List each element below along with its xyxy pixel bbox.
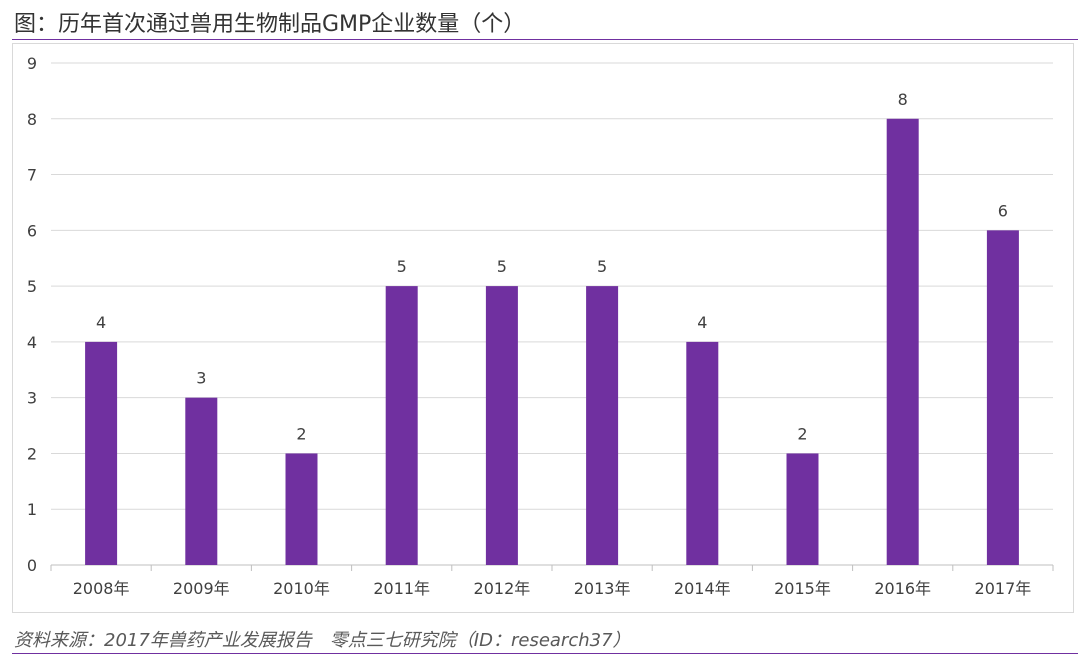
bar-2010年 <box>285 453 318 565</box>
data-label-2010年: 2 <box>296 424 306 443</box>
bar-2017年 <box>986 230 1019 566</box>
y-tick-label: 7 <box>27 166 37 185</box>
bar-2012年 <box>485 286 518 565</box>
bars <box>85 118 1019 566</box>
x-tick-label-2017年: 2017年 <box>975 579 1032 598</box>
data-label-2016年: 8 <box>898 90 908 109</box>
source-divider <box>12 653 1078 654</box>
x-tick-label-2008年: 2008年 <box>73 579 130 598</box>
y-tick-label: 0 <box>27 556 37 575</box>
x-tick-label-2015年: 2015年 <box>774 579 831 598</box>
x-tick-label-2010年: 2010年 <box>273 579 330 598</box>
x-tick-label-2012年: 2012年 <box>474 579 531 598</box>
y-tick-label: 3 <box>27 389 37 408</box>
data-label-2011年: 5 <box>397 257 407 276</box>
x-tick-label-2014年: 2014年 <box>674 579 731 598</box>
y-tick-label: 8 <box>27 110 37 129</box>
gridlines <box>50 62 1054 571</box>
chart-title: 图：历年首次通过兽用生物制品GMP企业数量（个） <box>14 12 526 37</box>
data-label-2015年: 2 <box>797 424 807 443</box>
bar-2011年 <box>385 286 418 565</box>
data-label-2008年: 4 <box>96 313 106 332</box>
x-tick-label-2009年: 2009年 <box>173 579 230 598</box>
bar-2016年 <box>886 118 919 566</box>
y-tick-label: 4 <box>27 333 37 352</box>
x-axis-ticks: 2008年 2009年 2010年 2011年 2012年 2013年 2014年 2015年… <box>73 579 1032 598</box>
data-label-2013年: 5 <box>597 257 607 276</box>
data-label-2017年: 6 <box>998 201 1008 220</box>
data-label-2009年: 3 <box>196 369 206 388</box>
bar-2015年 <box>786 453 819 565</box>
y-tick-label: 2 <box>27 444 37 463</box>
x-tick-label-2016年: 2016年 <box>874 579 931 598</box>
bar-chart: 0 1 2 3 4 5 6 7 8 9 4 3 2 5 5 5 4 2 8 6 2008年 2009年 2010年 201… <box>27 54 1054 598</box>
data-labels: 4 3 2 5 5 5 4 2 8 6 <box>96 90 1008 444</box>
bar-2009年 <box>185 397 218 565</box>
data-label-2014年: 4 <box>697 313 707 332</box>
bar-2013年 <box>586 286 619 565</box>
title-divider <box>12 39 1078 40</box>
x-tick-label-2013年: 2013年 <box>574 579 631 598</box>
y-tick-label: 9 <box>27 54 37 73</box>
bar-2014年 <box>686 341 719 565</box>
y-axis-ticks: 0 1 2 3 4 5 6 7 8 9 <box>27 54 37 575</box>
bar-2008年 <box>85 341 118 565</box>
y-tick-label: 5 <box>27 277 37 296</box>
data-label-2012年: 5 <box>497 257 507 276</box>
chart-frame: 0 1 2 3 4 5 6 7 8 9 4 3 2 5 5 5 4 2 8 6 2008年 2009年 2010年 201… <box>12 43 1074 613</box>
x-tick-label-2011年: 2011年 <box>373 579 430 598</box>
y-tick-label: 1 <box>27 500 37 519</box>
y-tick-label: 6 <box>27 221 37 240</box>
source-note: 资料来源：2017年兽药产业发展报告 零点三七研究院（ID：research37… <box>14 630 631 651</box>
